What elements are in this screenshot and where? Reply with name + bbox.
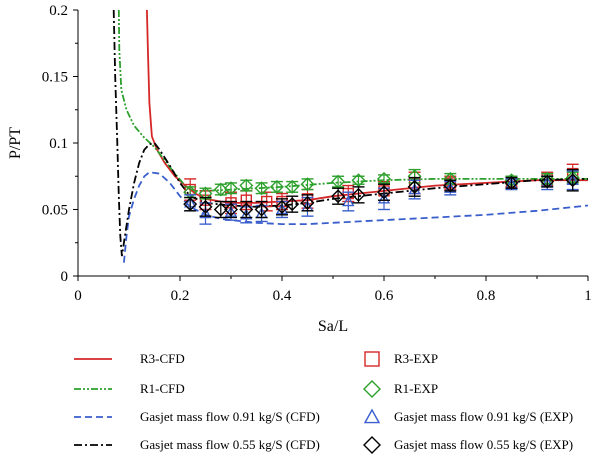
data-point — [351, 187, 366, 202]
legend-marker — [363, 408, 381, 424]
x-tick-label: 0.4 — [273, 288, 292, 304]
legend-label: Gasjet mass flow 0.91 kg/S (CFD) — [140, 409, 320, 424]
y-tick-label: 0.2 — [49, 3, 68, 19]
legend-item-3: Gasjet mass flow 0.55 kg/S (CFD) — [74, 437, 320, 452]
legend-label: Gasjet mass flow 0.91 kg/S (EXP) — [394, 409, 573, 424]
series-2 — [123, 171, 588, 263]
data-point — [342, 195, 355, 207]
y-tick-label: 0 — [61, 269, 69, 285]
data-point — [565, 173, 580, 188]
data-point — [300, 195, 315, 210]
series-1 — [117, 10, 588, 192]
legend-marker — [364, 351, 380, 367]
data-point — [285, 197, 300, 212]
legend-item-0: R3-CFD — [74, 351, 185, 366]
data-point — [254, 202, 269, 217]
x-tick-label: 0.2 — [171, 288, 190, 304]
y-tick-label: 0.15 — [42, 70, 68, 86]
data-point — [240, 208, 253, 220]
legend-label: Gasjet mass flow 0.55 kg/S (CFD) — [140, 437, 320, 452]
legend-item-6: Gasjet mass flow 0.91 kg/S (EXP) — [363, 408, 573, 424]
legend-item-4: R3-EXP — [364, 351, 438, 367]
series-line-2 — [123, 171, 588, 263]
x-tick-label: 0 — [74, 288, 82, 304]
data-point — [239, 202, 254, 217]
legend-item-7: Gasjet mass flow 0.55 kg/S (EXP) — [363, 436, 573, 454]
series-3 — [112, 10, 588, 257]
x-tick-label: 0.6 — [375, 288, 394, 304]
data-point — [254, 181, 269, 196]
data-point — [377, 185, 391, 200]
data-point — [285, 179, 300, 194]
legend-item-2: Gasjet mass flow 0.91 kg/S (CFD) — [74, 409, 320, 424]
data-point — [224, 181, 238, 196]
data-point — [198, 199, 213, 214]
plot-area — [112, 10, 588, 263]
legend-label: Gasjet mass flow 0.55 kg/S (EXP) — [394, 437, 573, 452]
data-point — [331, 189, 346, 204]
legend-label: R1-CFD — [140, 381, 185, 396]
axes: 0 0.2 0.4 0.6 0.8 1 0 0.05 0.1 0.15 0.2 — [42, 3, 592, 304]
data-point — [540, 174, 555, 189]
x-tick-label: 1 — [584, 288, 592, 304]
data-point — [377, 192, 391, 204]
data-point — [504, 175, 519, 190]
legend-item-1: R1-CFD — [74, 381, 185, 396]
legend-label: R3-CFD — [140, 351, 185, 366]
data-point — [407, 179, 422, 194]
x-axis-label: Sa/L — [318, 318, 348, 335]
legend-item-5: R1-EXP — [363, 380, 438, 398]
y-tick-label: 0.05 — [42, 203, 68, 219]
x-tick-label: 0.8 — [477, 288, 496, 304]
legend-label: R1-EXP — [394, 381, 438, 396]
data-point — [300, 177, 315, 192]
series-7 — [183, 168, 580, 219]
data-point — [269, 179, 284, 194]
data-point — [443, 178, 458, 193]
y-tick-label: 0.1 — [49, 136, 68, 152]
legend-label: R3-EXP — [394, 351, 438, 366]
legend-marker — [363, 436, 381, 454]
legend: R3-CFD R1-CFD Gasjet mass flow 0.91 kg/S (… — [74, 351, 573, 454]
series-line-0 — [146, 10, 588, 204]
series-line-1 — [117, 10, 588, 192]
data-point — [224, 202, 238, 217]
y-axis-label: P/PT — [7, 127, 24, 159]
data-point — [239, 178, 254, 193]
legend-marker — [363, 380, 381, 398]
series-0 — [146, 10, 588, 204]
series-line-3 — [112, 10, 588, 257]
data-point — [213, 202, 228, 217]
data-point — [199, 207, 212, 219]
data-point — [183, 197, 198, 212]
